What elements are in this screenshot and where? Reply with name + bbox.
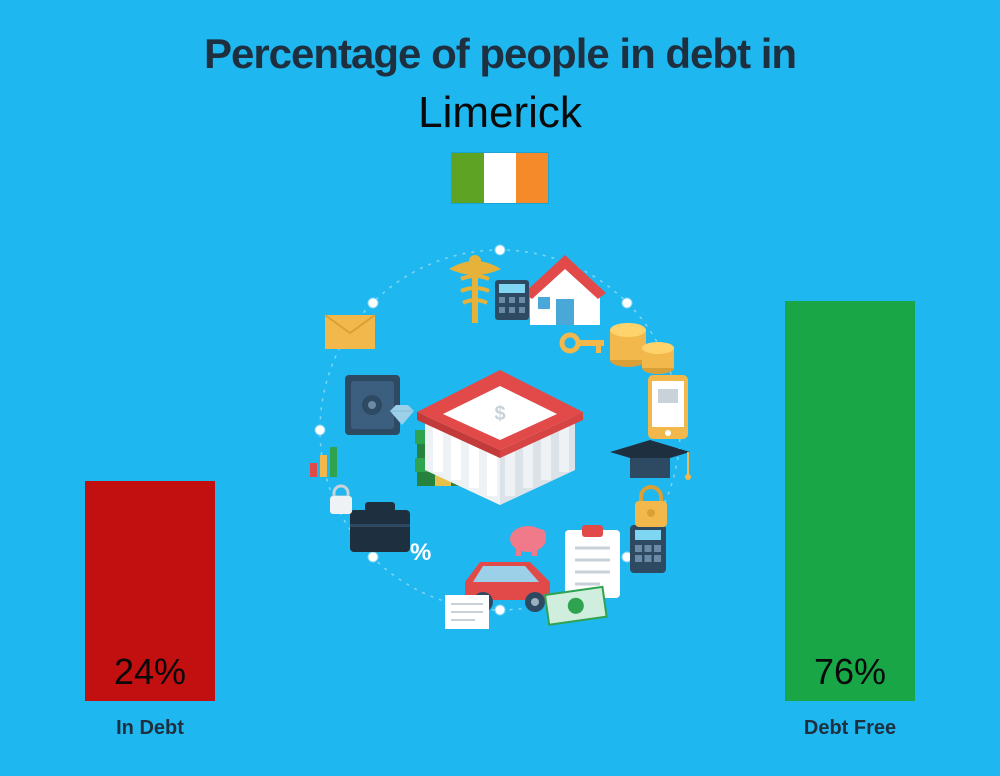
bar-debt-free: 76% xyxy=(785,301,915,701)
safe-icon xyxy=(345,375,400,435)
flag-stripe-green xyxy=(452,153,484,203)
flag-stripe-orange xyxy=(516,153,548,203)
small-calculator-icon xyxy=(495,280,529,320)
svg-text:%: % xyxy=(410,539,431,566)
piggy-bank-icon xyxy=(510,526,546,556)
bar-in-debt: 24% xyxy=(85,481,215,701)
small-lock-icon xyxy=(330,486,352,514)
flag-stripe-white xyxy=(484,153,516,203)
lock-icon xyxy=(635,487,667,527)
key-icon xyxy=(562,335,604,353)
mini-chart-icon xyxy=(310,447,337,477)
coins-icon xyxy=(610,323,674,374)
ireland-flag-icon xyxy=(451,152,549,204)
bar-value-debt-free: 76% xyxy=(814,651,886,693)
bar-group-in-debt: 24% In Debt xyxy=(85,481,215,740)
phone-icon xyxy=(648,375,688,439)
bar-value-in-debt: 24% xyxy=(114,651,186,693)
caduceus-icon xyxy=(449,255,501,323)
page-subtitle: Limerick xyxy=(0,88,1000,138)
house-icon xyxy=(524,255,606,325)
infographic-canvas: Percentage of people in debt in Limerick… xyxy=(0,0,1000,776)
bar-label-debt-free: Debt Free xyxy=(804,717,896,740)
finance-illustration-icon: % % xyxy=(290,220,710,640)
banknote-icon xyxy=(545,587,607,625)
envelope-icon xyxy=(325,315,375,349)
document-icon xyxy=(445,595,489,629)
svg-text:$: $ xyxy=(494,403,505,425)
clipboard-icon xyxy=(565,525,620,598)
briefcase-icon xyxy=(350,502,410,552)
calculator-icon xyxy=(630,525,666,573)
bar-label-in-debt: In Debt xyxy=(116,717,184,740)
graduation-cap-icon xyxy=(610,440,691,480)
page-title: Percentage of people in debt in xyxy=(0,30,1000,78)
bar-group-debt-free: 76% Debt Free xyxy=(785,301,915,740)
